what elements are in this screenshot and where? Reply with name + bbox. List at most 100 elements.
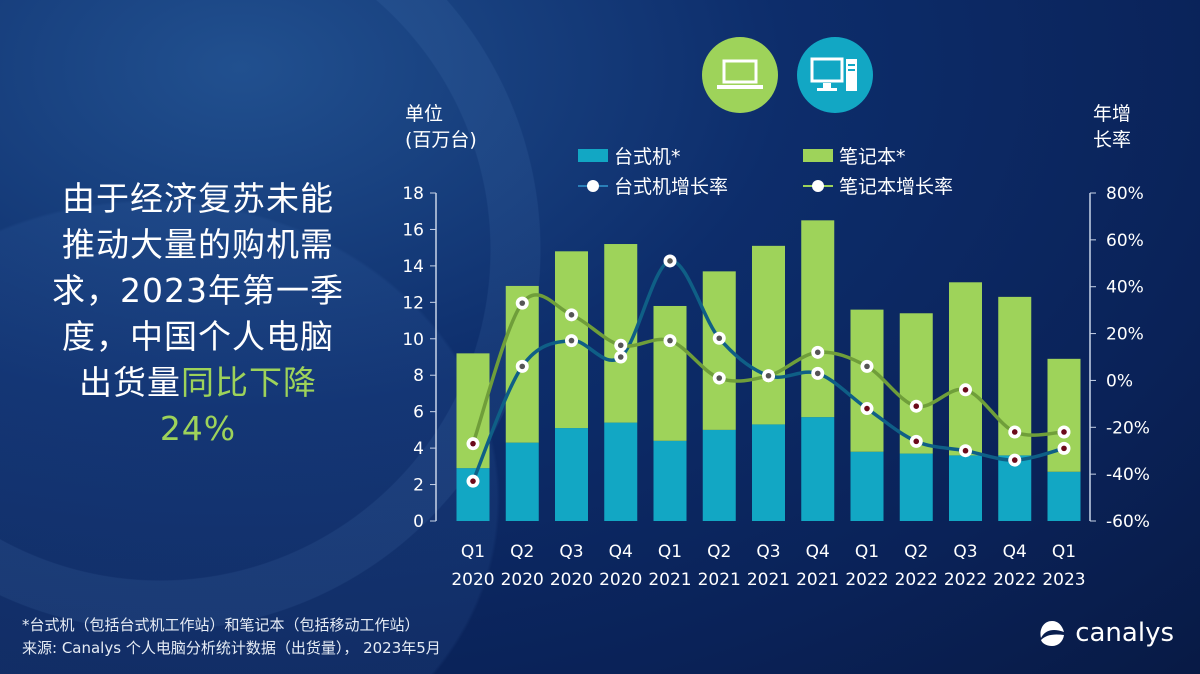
bar-desktop: [752, 424, 785, 521]
x-tick-label: 2021: [648, 570, 691, 590]
left-axis-unit: 单位 (百万台): [405, 101, 477, 153]
x-tick-label: 2022: [895, 570, 938, 590]
notebook-growth-point-center: [814, 349, 821, 356]
legend-swatch-notebook: [803, 149, 833, 162]
notebook-growth-point-center: [962, 387, 969, 393]
bar-notebook: [604, 244, 638, 423]
left-tick-label: 14: [402, 257, 424, 277]
bar-desktop: [801, 417, 835, 521]
bar-desktop: [850, 451, 884, 521]
right-axis-unit: 年增 长率: [1093, 101, 1131, 153]
bar-desktop: [505, 442, 539, 521]
headline-text: 出货量: [79, 363, 181, 402]
legend-label: 台式机*: [614, 146, 681, 168]
notebook-growth-point-center: [617, 342, 624, 349]
legend-label: 台式机增长率: [614, 176, 729, 198]
headline-line: 推动大量的购机需: [62, 225, 334, 264]
bar-notebook: [949, 282, 982, 456]
notebook-growth-point-center: [913, 403, 920, 410]
left-tick-label: 8: [413, 366, 424, 386]
right-tick-label: -40%: [1106, 465, 1150, 485]
legend-marker-desktop-growth: [578, 179, 608, 192]
right-tick-label: 40%: [1106, 278, 1144, 298]
unit-label: 单位: [405, 103, 444, 125]
headline-line: 出货量同比下降: [28, 360, 368, 406]
headline-highlight: 同比下降: [181, 363, 317, 402]
x-tick-label: Q1: [658, 542, 682, 562]
notebook-growth-point-center: [519, 300, 526, 306]
left-tick-label: 10: [402, 330, 424, 350]
x-tick-label: 2020: [501, 570, 544, 590]
x-tick-label: Q3: [756, 542, 780, 562]
left-tick-label: 2: [413, 476, 424, 496]
bar-desktop: [899, 453, 933, 521]
desktop-growth-point-center: [814, 370, 821, 377]
notebook-growth-point-center: [568, 312, 575, 318]
bar-desktop: [604, 422, 638, 521]
x-tick-label: 2020: [451, 570, 494, 590]
right-tick-label: -60%: [1106, 512, 1150, 532]
legend-label: 笔记本*: [839, 146, 906, 168]
brand-name: canalys: [1075, 618, 1174, 648]
x-tick-label: Q4: [806, 542, 830, 562]
bar-desktop: [702, 429, 736, 521]
x-tick-label: Q1: [461, 542, 485, 562]
headline-highlight-value: 24%: [159, 409, 237, 448]
legend-desktop-growth: 台式机增长率: [578, 172, 728, 199]
x-tick-label: Q2: [904, 542, 928, 562]
desktop-growth-point-center: [913, 438, 920, 445]
left-tick-label: 6: [413, 403, 424, 423]
legend-notebook: 笔记本*: [803, 142, 906, 169]
notebook-growth-point-center: [470, 440, 476, 447]
notebook-growth-point-center: [1061, 429, 1067, 435]
x-tick-label: Q1: [855, 542, 879, 562]
desktop-growth-point-center: [1061, 445, 1067, 452]
left-tick-label: 16: [402, 220, 424, 240]
x-tick-label: 2021: [698, 570, 741, 590]
x-tick-label: 2020: [599, 570, 642, 590]
desktop-growth-point-center: [962, 447, 969, 454]
unit-label: 年增: [1093, 103, 1132, 125]
x-tick-label: Q4: [1003, 542, 1027, 562]
legend-desktop: 台式机*: [578, 142, 681, 169]
desktop-growth-point-center: [568, 337, 575, 344]
x-tick-label: 2022: [845, 570, 888, 590]
x-tick-label: 2022: [993, 570, 1036, 590]
bar-notebook: [850, 309, 884, 452]
bar-desktop: [1047, 471, 1081, 521]
x-tick-label: Q3: [559, 542, 583, 562]
x-tick-label: Q4: [609, 542, 633, 562]
unit-label: (百万台): [405, 129, 477, 151]
headline-line: 度，中国个人电脑: [62, 317, 334, 356]
left-tick-label: 12: [402, 293, 424, 313]
right-tick-label: 60%: [1106, 231, 1144, 251]
notebook-growth-point-center: [667, 337, 673, 344]
right-tick-label: 80%: [1106, 184, 1144, 204]
unit-label: 长率: [1093, 129, 1132, 151]
desktop-growth-point-center: [864, 405, 870, 412]
right-tick-label: 20%: [1106, 325, 1144, 345]
headline: 由于经济复苏未能 推动大量的购机需 求，2023年第一季 度，中国个人电脑 出货…: [28, 176, 368, 452]
headline-line: 由于经济复苏未能: [62, 179, 334, 218]
bar-desktop: [949, 455, 982, 521]
left-tick-label: 0: [413, 512, 424, 532]
bar-desktop: [653, 440, 687, 521]
bar-notebook: [801, 220, 835, 418]
right-tick-label: 0%: [1106, 371, 1133, 391]
canalys-logo-icon: [1040, 621, 1065, 646]
notebook-growth-point-center: [716, 375, 723, 381]
desktop-computer-icon: [797, 37, 873, 113]
x-tick-label: 2023: [1042, 570, 1085, 590]
desktop-growth-point-center: [470, 478, 476, 484]
headline-line: 求，2023年第一季: [52, 271, 344, 310]
left-tick-label: 18: [402, 184, 424, 204]
x-tick-label: Q2: [707, 542, 731, 562]
legend-marker-notebook-growth: [803, 179, 833, 192]
legend-swatch-desktop: [578, 149, 608, 162]
desktop-growth-point-center: [617, 354, 624, 360]
footnote: *台式机（包括台式机工作站）和笔记本（包括移动工作站）: [22, 616, 420, 634]
notebook-growth-point-center: [864, 363, 870, 370]
legend-notebook-growth: 笔记本增长率: [803, 172, 953, 199]
notebook-growth-point-center: [765, 372, 772, 379]
